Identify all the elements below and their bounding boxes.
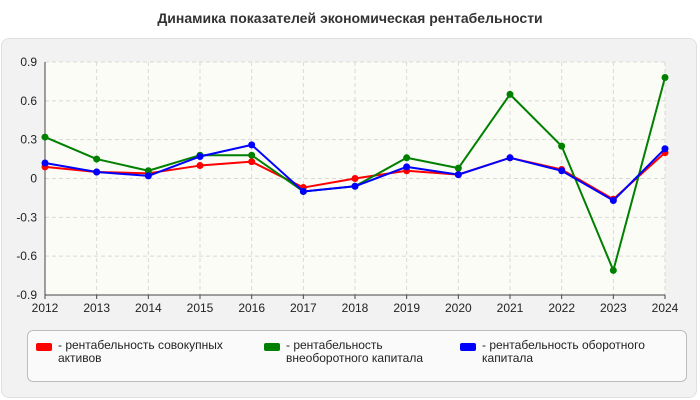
y-tick-labels: 0.9 0.6 0.3 0 -0.3 -0.6 -0.9: [16, 55, 37, 302]
series-point-2: [41, 133, 49, 141]
series-point-3: [558, 167, 566, 175]
legend-label-total-assets: - рентабельность совокупных активов: [58, 338, 223, 365]
axes: [44, 62, 666, 299]
legend-label-noncurrent-capital: - рентабельность внеоборотного капитала: [286, 338, 423, 365]
x-tick-label: 2021: [497, 301, 524, 315]
x-tick-labels: 2012 2013 2014 2015 2016 2017 2018 2019 2020 2021…: [32, 301, 679, 315]
legend-swatch-total-assets: [36, 343, 52, 351]
x-tick-label: 2018: [342, 301, 369, 315]
series-point-2: [248, 151, 256, 159]
x-tick-label: 2017: [290, 301, 317, 315]
series-point-3: [196, 152, 204, 160]
x-tick-label: 2016: [238, 301, 265, 315]
series-point-2: [558, 142, 566, 150]
legend-label-working-capital: - рентабельность оборотного капитала: [482, 338, 645, 365]
series-point-3: [351, 182, 359, 190]
series-point-2: [661, 74, 669, 82]
series-point-3: [248, 141, 256, 149]
x-tick-label: 2014: [135, 301, 162, 315]
series-point-1: [351, 175, 359, 182]
series-point-3: [454, 171, 462, 179]
series-point-3: [609, 197, 617, 205]
y-tick-label: -0.3: [16, 210, 37, 224]
series-point-2: [93, 155, 101, 163]
x-tick-label: 2022: [548, 301, 575, 315]
x-tick-label: 2024: [652, 301, 679, 315]
series-point-3: [93, 168, 101, 176]
series-point-3: [144, 172, 152, 180]
series-point-3: [41, 159, 49, 167]
series-point-2: [506, 90, 514, 98]
series-point-1: [248, 158, 256, 166]
series-point-2: [454, 164, 462, 172]
y-tick-label: 0.9: [20, 55, 37, 69]
y-tick-label: 0.6: [20, 94, 37, 108]
x-tick-label: 2019: [393, 301, 420, 315]
series-point-3: [299, 187, 307, 195]
x-tick-label: 2015: [187, 301, 214, 315]
chart-title: Динамика показателей экономическая рента…: [157, 10, 543, 26]
series-point-3: [661, 145, 669, 153]
series-point-2: [403, 154, 411, 162]
series-point-3: [506, 154, 514, 162]
x-tick-label: 2020: [445, 301, 472, 315]
series-lines: [41, 74, 669, 274]
y-tick-label: 0.3: [20, 133, 37, 147]
legend: - рентабельность совокупных активов - ре…: [27, 330, 687, 382]
y-tick-label: 0: [30, 172, 37, 186]
x-tick-label: 2013: [83, 301, 110, 315]
x-tick-label: 2012: [32, 301, 59, 315]
x-tick-label: 2023: [600, 301, 627, 315]
legend-swatch-noncurrent-capital: [264, 343, 280, 351]
series-point-2: [609, 266, 617, 274]
legend-swatch-working-capital: [460, 343, 476, 351]
y-tick-label: -0.9: [16, 288, 37, 302]
series-point-2: [144, 167, 152, 175]
series-point-1: [196, 162, 204, 170]
y-tick-label: -0.6: [16, 249, 37, 263]
series-point-3: [403, 163, 411, 171]
